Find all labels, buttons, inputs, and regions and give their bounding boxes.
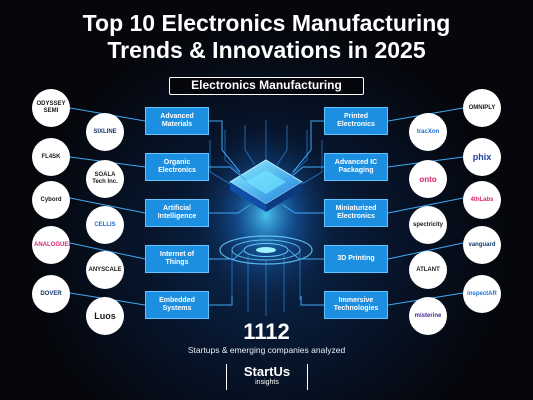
logo-text: spectricity	[412, 221, 443, 228]
trend-label: Miniaturized Electronics	[335, 205, 377, 220]
logo-outer-left-1: ODYSSEY SEMI	[32, 89, 70, 127]
trend-3d-printing: 3D Printing	[324, 245, 388, 273]
brand-logo: StartUs insights	[226, 364, 308, 390]
logo-outer-right-4: vanguard	[463, 226, 501, 264]
trend-advanced-ic-packaging: Advanced IC Packaging	[324, 153, 388, 181]
trend-organic-electronics: Organic Electronics	[145, 153, 209, 181]
trend-miniaturized-electronics: Miniaturized Electronics	[324, 199, 388, 227]
logo-text: Luos	[94, 310, 116, 321]
startup-count-label: Startups & emerging companies analyzed	[187, 345, 346, 355]
trend-printed-electronics: Printed Electronics	[324, 107, 388, 135]
brand-sub: insights	[255, 379, 279, 386]
trend-advanced-materials: Advanced Materials	[145, 107, 209, 135]
logo-text: vanguard	[468, 241, 496, 248]
logo-inner-right-5: misterine	[409, 297, 447, 335]
trend-embedded-systems: Embedded Systems	[145, 291, 209, 319]
logo-text: CELLIS	[94, 221, 116, 228]
logo-inner-right-3: spectricity	[409, 206, 447, 244]
logo-text: ANYSCALE	[88, 266, 122, 273]
brand-name: StartUs	[243, 364, 291, 379]
logo-outer-left-3: Cybord	[32, 181, 70, 219]
trend-label: 3D Printing	[337, 255, 375, 262]
logo-inner-left-4: ANYSCALE	[86, 251, 124, 289]
logo-outer-right-2: phix	[463, 138, 501, 176]
logo-inner-right-1: tracXon	[409, 113, 447, 151]
chip-graphic	[229, 159, 303, 212]
logo-text: onto	[419, 174, 437, 184]
logo-text: OMNIPLY	[468, 104, 496, 111]
title-line-1: Top 10 Electronics Manufacturing	[82, 10, 451, 36]
logo-text: inspectAR	[467, 290, 497, 297]
trend-label: Printed Electronics	[337, 113, 375, 128]
trend-label: Artificial Intelligence	[157, 205, 197, 220]
logo-text: SOALA Tech Inc.	[92, 172, 118, 185]
logo-text: ODYSSEY SEMI	[36, 101, 66, 114]
logo-outer-left-2: FL4SK	[32, 138, 70, 176]
trend-label: Internet of Things	[159, 251, 195, 266]
logo-text: FL4SK	[41, 153, 61, 160]
logo-inner-left-5: Luos	[86, 297, 124, 335]
logo-text: DOVER	[40, 290, 62, 297]
logo-text: ATLANT	[416, 266, 440, 273]
title-line-2: Trends & Innovations in 2025	[107, 37, 426, 63]
logo-outer-left-5: DOVER	[32, 275, 70, 313]
logo-text: Cybord	[40, 196, 62, 203]
page-title: Top 10 Electronics Manufacturing Trends …	[0, 10, 533, 64]
logo-inner-left-2: SOALA Tech Inc.	[86, 160, 124, 198]
logo-inner-left-1: SIXLINE	[86, 113, 124, 151]
logo-outer-right-1: OMNIPLY	[463, 89, 501, 127]
trend-label: Embedded Systems	[159, 297, 195, 312]
trend-immersive-technologies: Immersive Technologies	[324, 291, 388, 319]
logo-outer-left-4: ANALOGUEBITS	[32, 226, 70, 264]
logo-outer-right-5: inspectAR	[463, 275, 501, 313]
logo-outer-right-3: 4thLabs	[463, 181, 501, 219]
logo-text: ANALOGUEBITS	[34, 241, 70, 248]
logo-text: tracXon	[416, 128, 440, 135]
logo-text: misterine	[414, 312, 442, 319]
logo-text: SIXLINE	[93, 128, 117, 135]
trend-label: Immersive Technologies	[333, 297, 379, 312]
trend-internet-of-things: Internet of Things	[145, 245, 209, 273]
logo-inner-right-4: ATLANT	[409, 251, 447, 289]
startup-count: 1112	[243, 319, 290, 344]
trend-label: Organic Electronics	[158, 159, 196, 174]
trend-label: Advanced Materials	[160, 113, 194, 128]
trend-artificial-intelligence: Artificial Intelligence	[145, 199, 209, 227]
logo-text: 4thLabs	[470, 196, 494, 203]
logo-inner-left-3: CELLIS	[86, 206, 124, 244]
logo-inner-right-2: onto	[409, 160, 447, 198]
center-label: Electronics Manufacturing	[169, 77, 364, 95]
trend-label: Advanced IC Packaging	[334, 159, 378, 174]
logo-text: phix	[472, 151, 492, 162]
